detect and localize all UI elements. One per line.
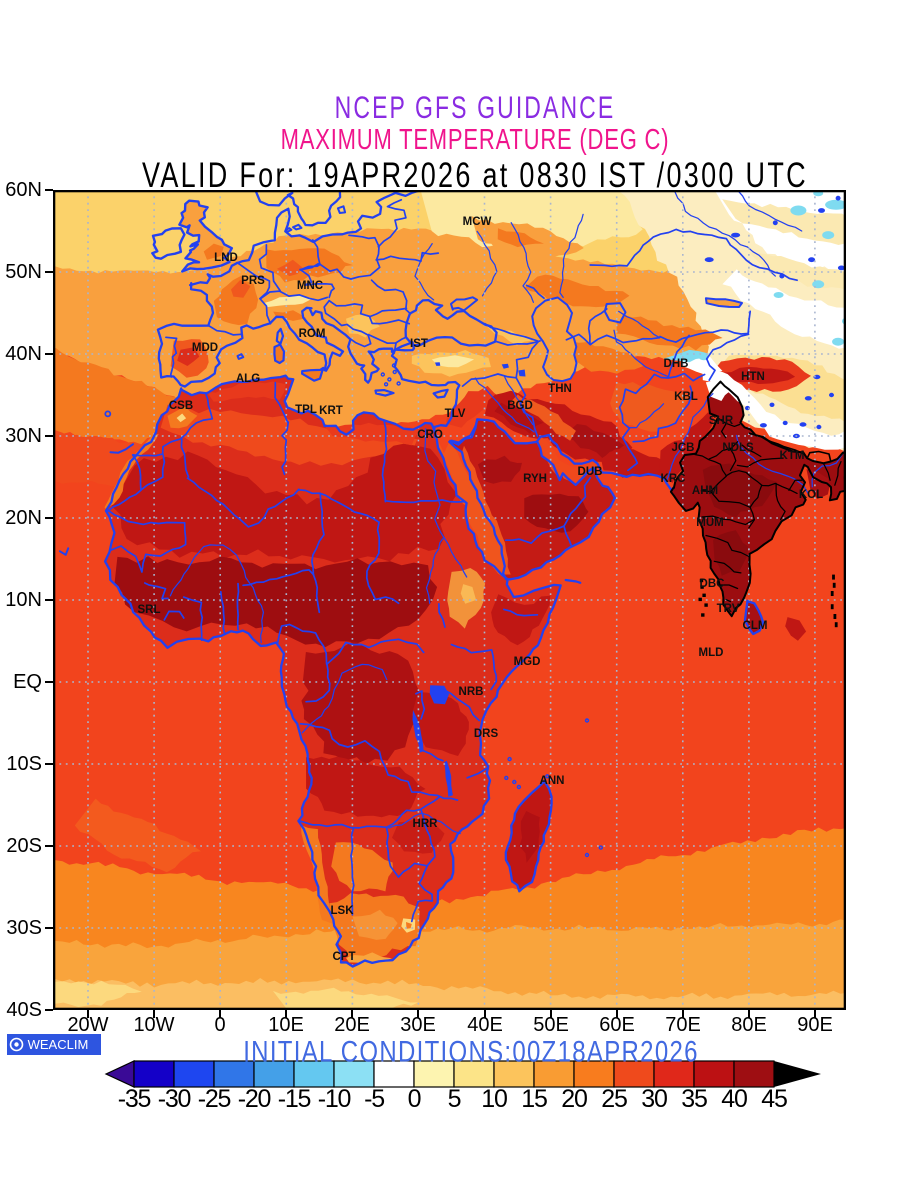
- svg-text:NRB: NRB: [459, 686, 484, 698]
- svg-text:KRC: KRC: [661, 473, 686, 485]
- svg-text:LND: LND: [214, 252, 238, 264]
- svg-text:TRV: TRV: [717, 603, 740, 615]
- svg-text:NDLS: NDLS: [722, 442, 754, 454]
- svg-text:TLV: TLV: [445, 408, 466, 420]
- svg-text:CLM: CLM: [743, 620, 768, 632]
- svg-text:IST: IST: [410, 338, 428, 350]
- svg-text:THN: THN: [548, 383, 572, 395]
- svg-text:MDD: MDD: [192, 342, 218, 354]
- svg-text:HRR: HRR: [413, 818, 439, 830]
- svg-text:ANN: ANN: [540, 775, 565, 787]
- svg-text:MNC: MNC: [297, 280, 323, 292]
- svg-text:CRO: CRO: [417, 429, 443, 441]
- svg-text:MUM: MUM: [696, 517, 723, 529]
- svg-text:LSK: LSK: [331, 905, 355, 917]
- svg-text:HTN: HTN: [741, 371, 765, 383]
- svg-text:DUB: DUB: [578, 466, 603, 478]
- svg-text:SHR: SHR: [709, 415, 734, 427]
- svg-text:KOL: KOL: [799, 489, 823, 501]
- svg-text:JCB: JCB: [671, 442, 694, 454]
- svg-text:DHB: DHB: [664, 358, 689, 370]
- svg-text:RYH: RYH: [523, 473, 547, 485]
- svg-text:BGD: BGD: [507, 400, 533, 412]
- svg-text:DBC: DBC: [700, 578, 725, 590]
- svg-text:ALG: ALG: [236, 373, 260, 385]
- svg-text:KRT: KRT: [319, 405, 343, 417]
- svg-text:DRS: DRS: [474, 728, 499, 740]
- svg-text:CSB: CSB: [169, 400, 193, 412]
- svg-text:TPL: TPL: [295, 404, 317, 416]
- svg-text:ROM: ROM: [299, 328, 326, 340]
- svg-text:CPT: CPT: [333, 951, 356, 963]
- svg-text:MGD: MGD: [514, 656, 541, 668]
- svg-text:MLD: MLD: [699, 647, 724, 659]
- svg-text:KTM: KTM: [780, 450, 805, 462]
- svg-text:KBL: KBL: [674, 391, 698, 403]
- svg-text:PRS: PRS: [241, 275, 265, 287]
- svg-text:MCW: MCW: [463, 216, 492, 228]
- svg-text:AHM: AHM: [692, 485, 718, 497]
- svg-text:SRL: SRL: [138, 604, 161, 616]
